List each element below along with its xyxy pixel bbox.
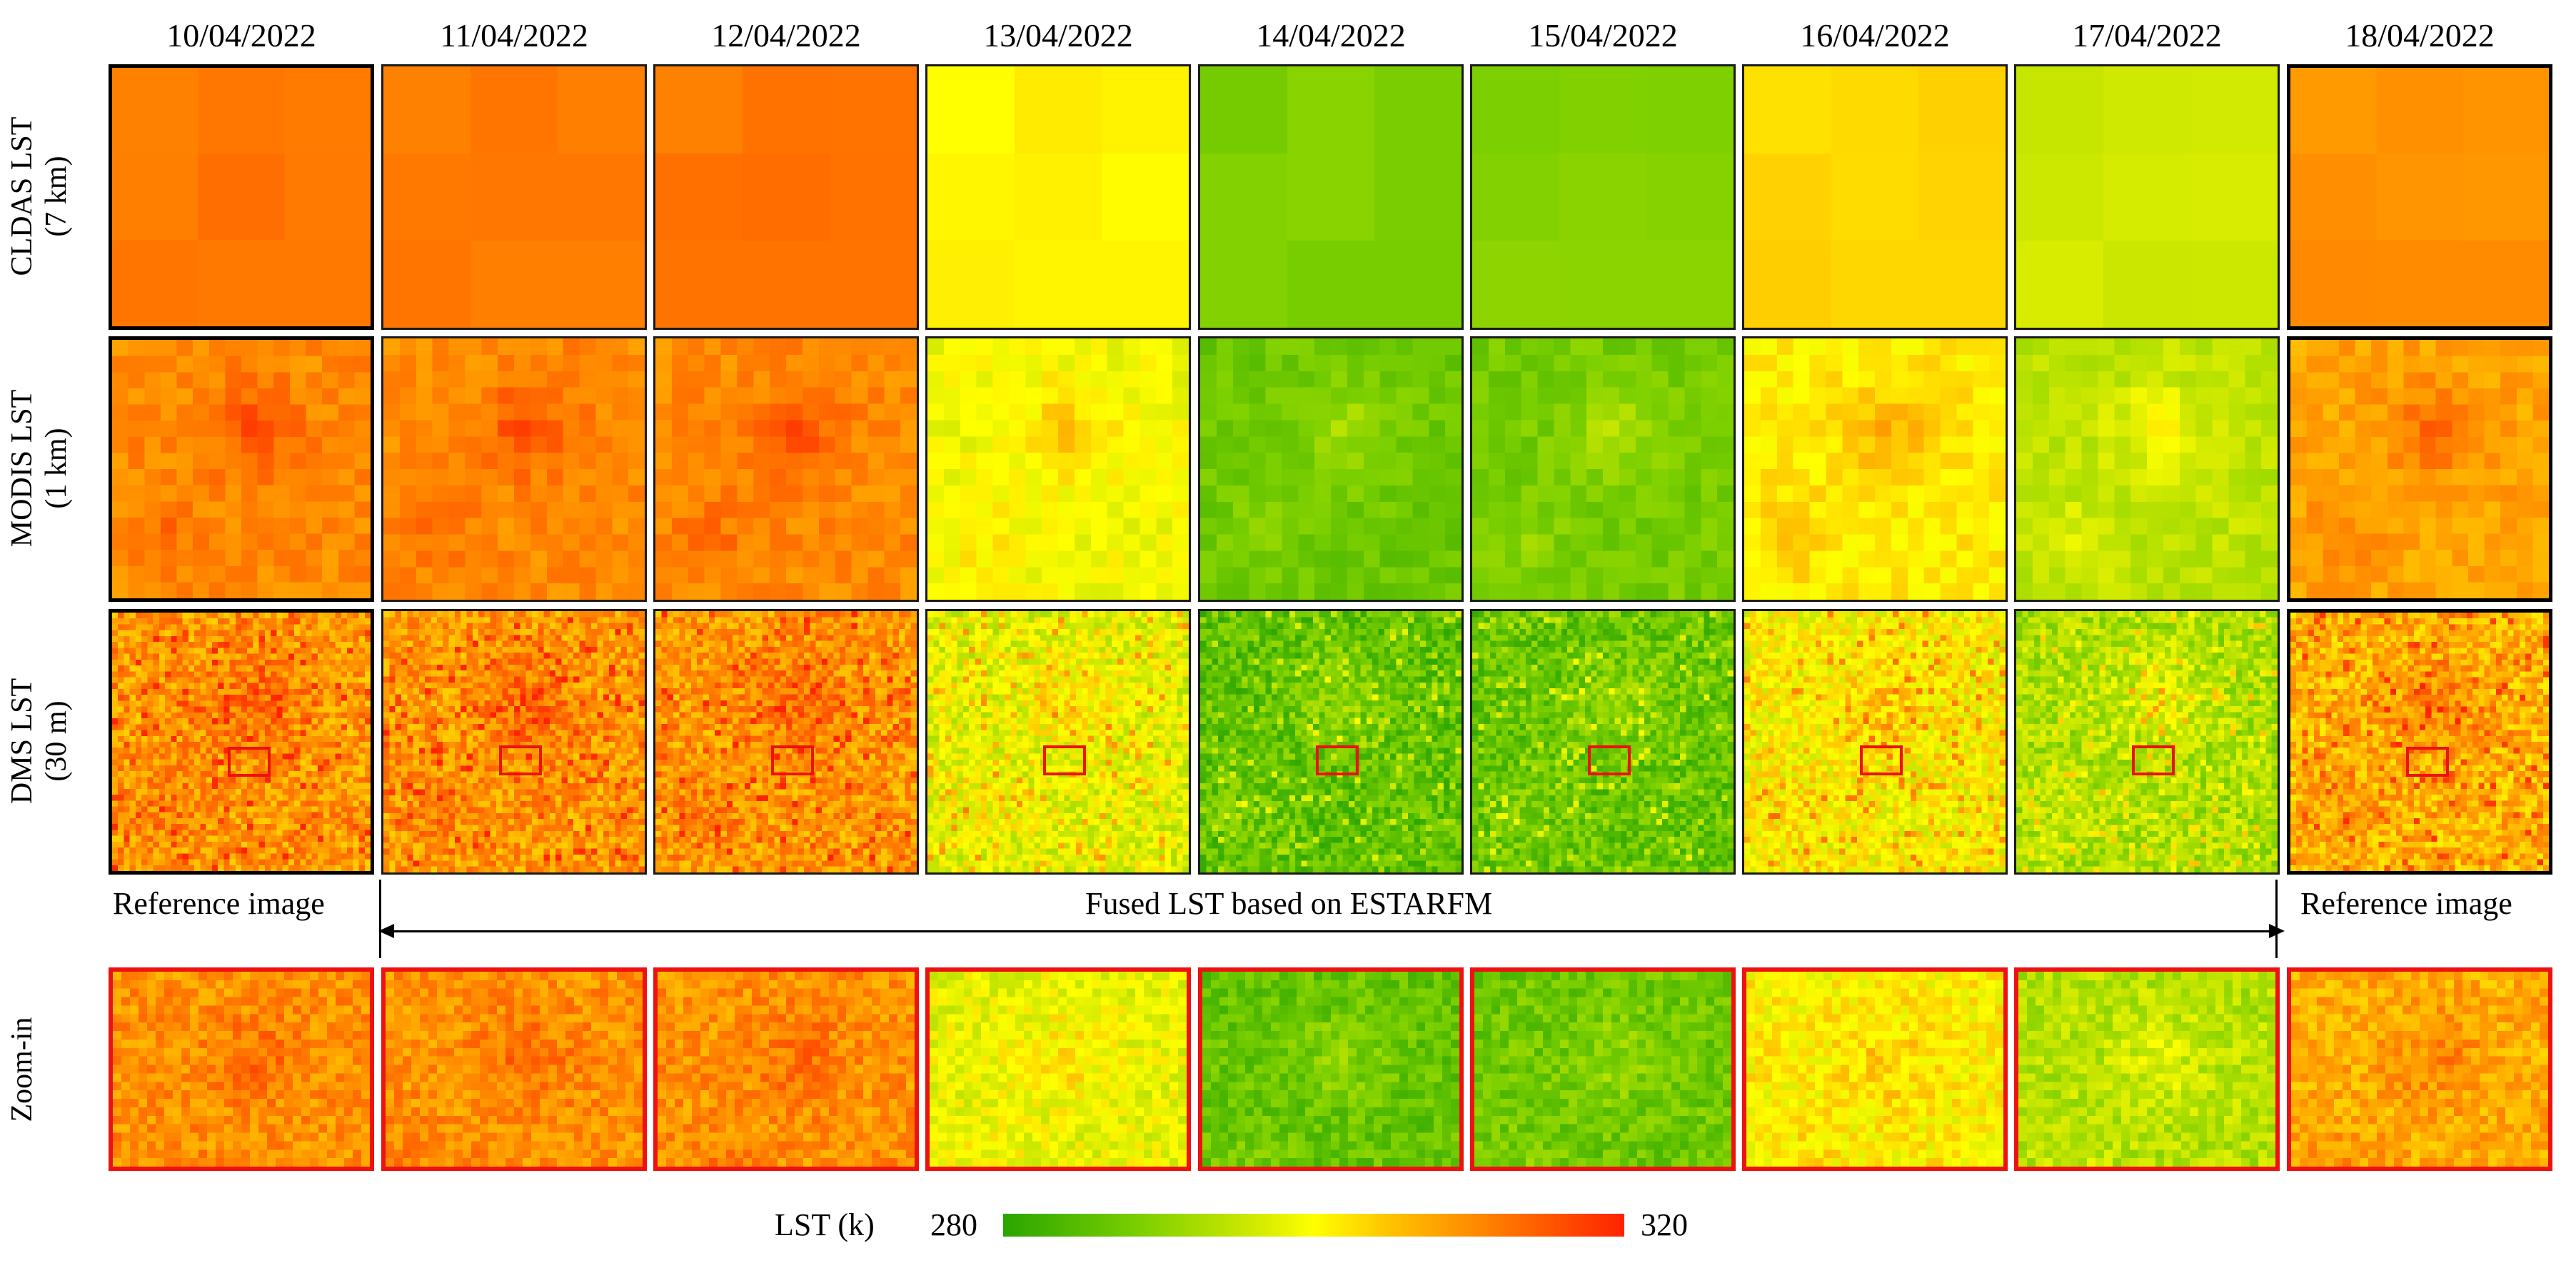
- cldas-tile-7: [1742, 64, 2008, 330]
- zoom-region-marker: [228, 747, 271, 777]
- cldas-tile-4: [925, 64, 1191, 330]
- modis-tile-2: [381, 336, 647, 602]
- zoom-in-tile-5: [1198, 967, 1464, 1171]
- row-label-zoom-line1: Zoom-in: [5, 937, 39, 1202]
- legend-title: LST (k): [775, 1207, 875, 1244]
- row-label-modis: MODIS LST (1 km): [5, 336, 76, 601]
- dms-tile-7: [1742, 609, 2008, 875]
- modis-tile-7: [1742, 336, 2008, 602]
- cldas-tile-9: [2287, 64, 2552, 330]
- modis-tile-9: [2287, 336, 2552, 602]
- zoom-region-marker: [1588, 745, 1631, 775]
- cldas-tile-1: [109, 64, 374, 330]
- lst-colorbar: [1003, 1214, 1624, 1237]
- fused-lst-caption: Fused LST based on ESTARFM: [1085, 885, 1492, 922]
- legend-max-value: 320: [1641, 1207, 1688, 1244]
- cldas-tile-3: [653, 64, 919, 330]
- reference-image-caption-left: Reference image: [113, 885, 325, 922]
- date-header-3: 12/04/2022: [653, 16, 919, 56]
- zoom-in-tile-6: [1470, 967, 1736, 1171]
- zoom-region-marker: [499, 745, 542, 775]
- row-label-zoom: Zoom-in: [5, 937, 76, 1202]
- date-header-2: 11/04/2022: [381, 16, 647, 56]
- row-label-cldas-line2: (7 km): [39, 64, 74, 329]
- modis-tile-8: [2014, 336, 2280, 602]
- reference-image-caption-right: Reference image: [2300, 885, 2512, 922]
- cldas-tile-2: [381, 64, 647, 330]
- fused-range-left-tick: [379, 880, 381, 958]
- dms-tile-2: [381, 609, 647, 875]
- zoom-region-marker: [2132, 745, 2175, 775]
- zoom-in-tile-2: [381, 967, 647, 1171]
- zoom-in-tile-4: [925, 967, 1191, 1171]
- zoom-in-tile-3: [653, 967, 919, 1171]
- row-label-cldas: CLDAS LST (7 km): [5, 64, 76, 329]
- dms-tile-3: [653, 609, 919, 875]
- zoom-region-marker: [1043, 745, 1086, 775]
- date-header-4: 13/04/2022: [925, 16, 1191, 56]
- row-label-dms: DMS LST (30 m): [5, 608, 76, 874]
- fused-range-right-tick: [2275, 880, 2278, 958]
- zoom-in-tile-1: [109, 967, 374, 1171]
- date-header-7: 16/04/2022: [1742, 16, 2008, 56]
- date-header-9: 18/04/2022: [2287, 16, 2552, 56]
- cldas-tile-6: [1470, 64, 1736, 330]
- legend-min-value: 280: [930, 1207, 977, 1244]
- row-label-cldas-line1: CLDAS LST: [5, 64, 39, 329]
- row-label-dms-line1: DMS LST: [5, 608, 39, 874]
- modis-tile-1: [109, 336, 374, 602]
- date-header-6: 15/04/2022: [1470, 16, 1736, 56]
- cldas-tile-8: [2014, 64, 2280, 330]
- modis-tile-3: [653, 336, 919, 602]
- modis-tile-6: [1470, 336, 1736, 602]
- row-label-modis-line2: (1 km): [39, 336, 74, 601]
- row-label-dms-line2: (30 m): [39, 608, 74, 874]
- zoom-in-tile-8: [2014, 967, 2280, 1171]
- zoom-in-tile-7: [1742, 967, 2008, 1171]
- zoom-region-marker: [1316, 745, 1359, 775]
- zoom-region-marker: [1860, 745, 1903, 775]
- dms-tile-9: [2287, 609, 2552, 875]
- date-header-5: 14/04/2022: [1198, 16, 1464, 56]
- arrow-right-head: [2269, 924, 2285, 938]
- zoom-region-marker: [771, 745, 814, 775]
- zoom-region-marker: [2406, 747, 2449, 777]
- dms-tile-1: [109, 609, 374, 875]
- modis-tile-4: [925, 336, 1191, 602]
- dms-tile-6: [1470, 609, 1736, 875]
- dms-tile-8: [2014, 609, 2280, 875]
- dms-tile-5: [1198, 609, 1464, 875]
- modis-tile-5: [1198, 336, 1464, 602]
- arrow-left-head: [378, 924, 394, 938]
- date-header-8: 17/04/2022: [2014, 16, 2280, 56]
- date-header-1: 10/04/2022: [109, 16, 374, 56]
- dms-tile-4: [925, 609, 1191, 875]
- zoom-in-tile-9: [2287, 967, 2552, 1171]
- row-label-modis-line1: MODIS LST: [5, 336, 39, 601]
- cldas-tile-5: [1198, 64, 1464, 330]
- fused-range-arrow: [383, 930, 2278, 932]
